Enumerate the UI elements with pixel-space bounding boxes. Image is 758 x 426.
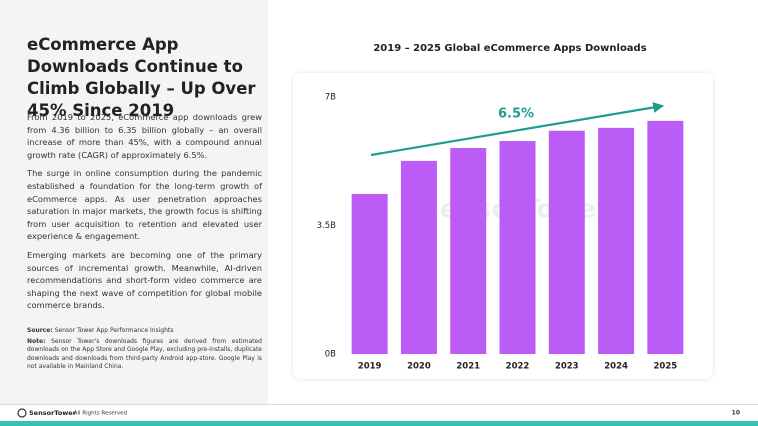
source-line: Source: Sensor Tower App Performance Ins… [27, 327, 262, 336]
x-tick-label: 2019 [358, 362, 382, 372]
chart-title: 2019 – 2025 Global eCommerce Apps Downlo… [373, 43, 646, 54]
note-label: Note: [27, 337, 46, 345]
bar [400, 160, 437, 354]
paragraph: From 2019 to 2025, eCommerce app downloa… [27, 112, 262, 160]
source-notes: Source: Sensor Tower App Performance Ins… [27, 327, 262, 374]
x-tick-label: 2025 [654, 362, 678, 372]
bar [647, 120, 684, 354]
bar [450, 148, 487, 354]
y-tick-label: 0B [325, 350, 336, 360]
y-tick-label: 3.5B [317, 221, 337, 231]
logo-icon [17, 408, 27, 418]
x-tick-label: 2021 [456, 362, 480, 372]
footer-stripe [0, 421, 758, 426]
x-tick-label: 2023 [555, 362, 579, 372]
source: Sensor Tower App Performance Insights [54, 327, 174, 334]
footer-brand: SensorTower [29, 409, 77, 417]
annotation: 6.5% [498, 107, 534, 122]
bar [548, 130, 585, 354]
bar [499, 141, 536, 354]
x-tick-label: 2024 [604, 362, 628, 372]
y-tick-label: 7B [325, 93, 336, 103]
text-panel: eCommerce App Downloads Continue to Clim… [0, 0, 268, 404]
paragraph: Emerging markets are becoming one of the… [27, 249, 262, 311]
x-tick-label: 2022 [506, 362, 530, 372]
source-label: Source: [27, 327, 53, 334]
footer-rights: - All Rights Reserved [70, 411, 127, 417]
footer-divider [0, 404, 758, 405]
trend-arrow [370, 102, 665, 157]
body-text: From 2019 to 2025, eCommerce app downloa… [27, 111, 262, 318]
note-line: Note: Sensor Tower's downloads figures a… [27, 338, 262, 372]
note: Sensor Tower's downloads figures are der… [27, 337, 262, 371]
bar [598, 127, 635, 354]
x-tick-label: 2020 [407, 362, 431, 372]
page-number: 10 [732, 410, 740, 417]
slide-title: eCommerce App Downloads Continue to Clim… [27, 35, 256, 120]
paragraph: The surge in online consumption during t… [27, 168, 262, 242]
bar [351, 193, 388, 354]
